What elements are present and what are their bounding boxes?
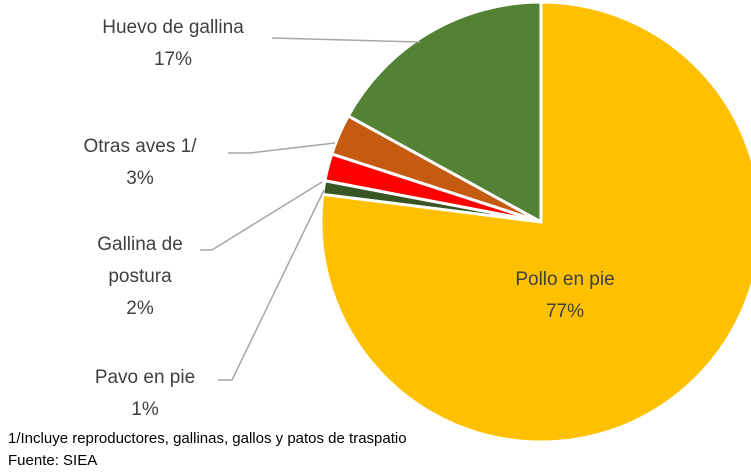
- slice-label: Otras aves 1/3%: [55, 131, 225, 195]
- pie-slice: [346, 0, 543, 225]
- category-name: Huevo de gallina: [102, 17, 244, 38]
- category-name: Otras aves 1/: [83, 136, 197, 157]
- slice-label: Pollo en pie 77%: [465, 264, 665, 328]
- slice-label: Pavo en pie 1%: [65, 362, 225, 426]
- value-label: 1%: [131, 399, 159, 420]
- leader-line: [200, 181, 323, 251]
- category-name: Pollo en pie: [515, 269, 615, 290]
- leader-line: [228, 142, 336, 154]
- leader-line: [218, 189, 325, 381]
- pie-slice: [319, 0, 751, 444]
- footnote: 1/Incluye reproductores, gallinas, gallo…: [8, 430, 407, 447]
- value-label: 2%: [126, 298, 154, 319]
- category-name: Gallina de postura: [97, 234, 183, 287]
- value-label: 17%: [153, 49, 193, 70]
- category-name: Pavo en pie: [94, 367, 196, 388]
- value-label: 3%: [126, 168, 154, 189]
- leader-line: [271, 37, 421, 43]
- slice-label: Gallina de postura 2%: [85, 229, 195, 325]
- value-label: 77%: [545, 301, 585, 322]
- slice-label: Huevo de gallina 17%: [73, 12, 273, 76]
- source: Fuente: SIEA: [8, 452, 98, 469]
